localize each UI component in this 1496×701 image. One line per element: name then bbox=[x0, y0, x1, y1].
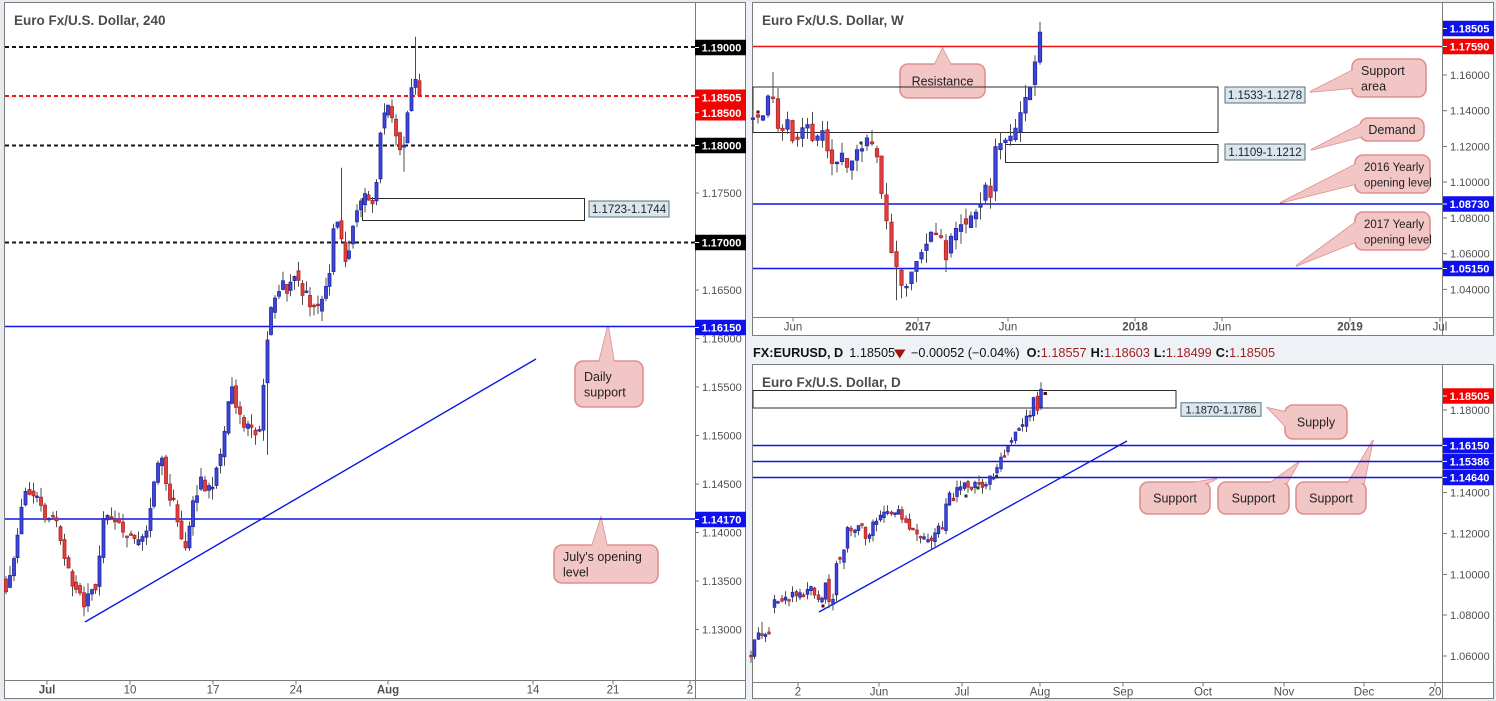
svg-text:1.16150: 1.16150 bbox=[1450, 441, 1490, 453]
svg-text:1.16000: 1.16000 bbox=[1450, 70, 1490, 82]
svg-text:Euro Fx/U.S. Dollar, D: Euro Fx/U.S. Dollar, D bbox=[762, 375, 901, 390]
svg-text:Jul: Jul bbox=[39, 685, 56, 697]
svg-text:1.17590: 1.17590 bbox=[1450, 42, 1490, 54]
svg-text:1.14000: 1.14000 bbox=[1450, 488, 1490, 500]
svg-text:10: 10 bbox=[124, 685, 137, 697]
svg-text:2018: 2018 bbox=[1122, 322, 1148, 334]
svg-text:1.14000: 1.14000 bbox=[1450, 106, 1490, 118]
svg-text:1.06000: 1.06000 bbox=[1450, 249, 1490, 261]
svg-text:1.08730: 1.08730 bbox=[1450, 199, 1490, 211]
svg-text:24: 24 bbox=[290, 685, 303, 697]
svg-text:Sep: Sep bbox=[1113, 687, 1133, 699]
svg-text:Jul: Jul bbox=[955, 687, 970, 699]
svg-text:2019: 2019 bbox=[1337, 322, 1363, 334]
svg-text:2: 2 bbox=[687, 685, 693, 697]
svg-text:Aug: Aug bbox=[377, 685, 399, 697]
svg-text:1.18500: 1.18500 bbox=[702, 108, 742, 120]
svg-text:Dec: Dec bbox=[1354, 687, 1375, 699]
svg-text:1.12000: 1.12000 bbox=[1450, 529, 1490, 541]
svg-text:Jun: Jun bbox=[784, 322, 803, 334]
svg-text:21: 21 bbox=[607, 685, 620, 697]
svg-text:1.18000: 1.18000 bbox=[1450, 405, 1490, 417]
svg-text:1.16150: 1.16150 bbox=[702, 323, 742, 335]
svg-text:Jul: Jul bbox=[1433, 322, 1448, 334]
svg-text:2017: 2017 bbox=[905, 322, 931, 334]
svg-text:2017 Yearly: 2017 Yearly bbox=[1364, 219, 1424, 231]
svg-text:1.1723-1.1744: 1.1723-1.1744 bbox=[592, 204, 667, 216]
svg-text:July's opening: July's opening bbox=[563, 550, 642, 564]
svg-text:Resistance: Resistance bbox=[912, 75, 974, 89]
svg-text:Support: Support bbox=[1153, 492, 1197, 506]
svg-text:Euro Fx/U.S. Dollar, W: Euro Fx/U.S. Dollar, W bbox=[762, 13, 904, 28]
svg-text:1.16000: 1.16000 bbox=[702, 334, 742, 346]
svg-text:Jun: Jun bbox=[1213, 322, 1232, 334]
svg-text:1.16500: 1.16500 bbox=[702, 285, 742, 297]
svg-text:Nov: Nov bbox=[1274, 687, 1295, 699]
svg-text:Daily: Daily bbox=[584, 370, 613, 384]
svg-text:Euro Fx/U.S. Dollar, 240: Euro Fx/U.S. Dollar, 240 bbox=[14, 13, 166, 28]
svg-text:1.19000: 1.19000 bbox=[702, 43, 742, 55]
svg-text:1.08000: 1.08000 bbox=[1450, 213, 1490, 225]
svg-text:1.13000: 1.13000 bbox=[702, 625, 742, 637]
svg-text:2: 2 bbox=[795, 687, 801, 699]
svg-text:Demand: Demand bbox=[1368, 123, 1415, 137]
svg-text:1.1870-1.1786: 1.1870-1.1786 bbox=[1186, 405, 1257, 417]
svg-text:Aug: Aug bbox=[1030, 687, 1050, 699]
svg-text:1.15000: 1.15000 bbox=[702, 431, 742, 443]
svg-text:1.04000: 1.04000 bbox=[1450, 284, 1490, 296]
svg-text:opening level: opening level bbox=[1364, 177, 1432, 189]
svg-text:1.08000: 1.08000 bbox=[1450, 610, 1490, 622]
svg-text:1.17500: 1.17500 bbox=[702, 188, 742, 200]
svg-text:area: area bbox=[1361, 79, 1386, 93]
svg-text:1.13500: 1.13500 bbox=[702, 576, 742, 588]
svg-text:1.14000: 1.14000 bbox=[702, 528, 742, 540]
svg-text:Support: Support bbox=[1361, 64, 1405, 78]
svg-text:20: 20 bbox=[1429, 687, 1442, 699]
svg-text:1.18505: 1.18505 bbox=[1450, 24, 1490, 36]
svg-text:Jun: Jun bbox=[999, 322, 1018, 334]
svg-text:Oct: Oct bbox=[1194, 687, 1213, 699]
svg-text:1.18505: 1.18505 bbox=[702, 92, 742, 104]
svg-text:1.14640: 1.14640 bbox=[1450, 473, 1490, 485]
svg-text:support: support bbox=[584, 385, 626, 399]
svg-text:1.14170: 1.14170 bbox=[702, 515, 742, 527]
svg-text:Jun: Jun bbox=[870, 687, 889, 699]
svg-text:1.14500: 1.14500 bbox=[702, 479, 742, 491]
svg-text:1.10000: 1.10000 bbox=[1450, 177, 1490, 189]
svg-text:1.05150: 1.05150 bbox=[1450, 264, 1490, 276]
svg-text:FX:EURUSD, D1.18505: FX:EURUSD, D 1.18505 bbox=[753, 346, 895, 360]
svg-text:1.15386: 1.15386 bbox=[1450, 457, 1490, 469]
svg-text:level: level bbox=[563, 565, 589, 579]
svg-text:1.1109-1.1212: 1.1109-1.1212 bbox=[1228, 147, 1301, 159]
svg-text:2016 Yearly: 2016 Yearly bbox=[1364, 162, 1424, 174]
svg-text:1.1533-1.1278: 1.1533-1.1278 bbox=[1228, 90, 1302, 102]
svg-text:14: 14 bbox=[527, 685, 540, 697]
svg-text:Support: Support bbox=[1232, 492, 1276, 506]
svg-text:Supply: Supply bbox=[1297, 416, 1336, 430]
svg-text:opening level: opening level bbox=[1364, 234, 1432, 246]
svg-text:Support: Support bbox=[1309, 492, 1353, 506]
svg-text:1.10000: 1.10000 bbox=[1450, 570, 1490, 582]
svg-text:1.18505: 1.18505 bbox=[1450, 391, 1490, 403]
svg-text:1.18000: 1.18000 bbox=[702, 141, 742, 153]
svg-text:1.06000: 1.06000 bbox=[1450, 651, 1490, 663]
svg-text:1.17000: 1.17000 bbox=[702, 238, 742, 250]
svg-text:17: 17 bbox=[207, 685, 220, 697]
svg-text:1.15500: 1.15500 bbox=[702, 382, 742, 394]
svg-text:1.12000: 1.12000 bbox=[1450, 142, 1490, 154]
